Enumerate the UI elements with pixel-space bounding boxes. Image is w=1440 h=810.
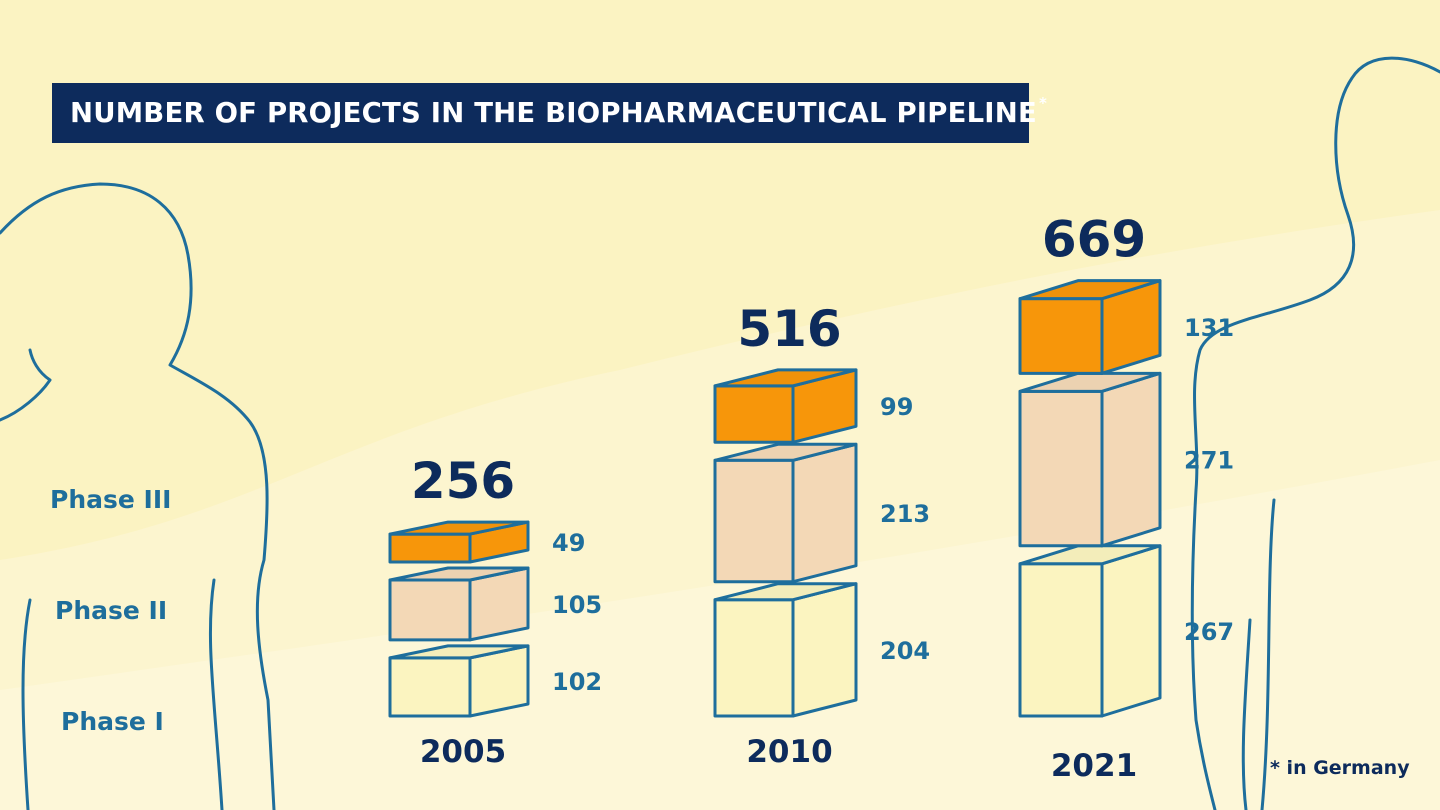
phase-label-1: Phase I bbox=[61, 707, 164, 736]
block-2021-phase-1-front bbox=[1018, 562, 1104, 718]
total-label-2010: 516 bbox=[737, 300, 841, 358]
value-label-2010-phase-1: 204 bbox=[880, 637, 930, 665]
block-2021-phase-1-top bbox=[1018, 544, 1162, 566]
woman-silhouette-outline bbox=[0, 182, 276, 810]
value-label-2005-phase-3: 49 bbox=[552, 529, 585, 557]
block-2010-phase-2-front bbox=[713, 458, 795, 584]
value-label-2005-phase-1: 102 bbox=[552, 668, 602, 696]
value-label-2021-phase-3: 131 bbox=[1184, 314, 1234, 342]
block-2021-phase-2-side bbox=[1100, 371, 1162, 548]
block-2010-phase-1-top bbox=[713, 582, 858, 602]
phase-label-3: Phase III bbox=[50, 485, 172, 514]
value-label-2010-phase-2: 213 bbox=[880, 500, 930, 528]
block-2005-phase-3-top bbox=[388, 520, 530, 536]
chart-title: NUMBER OF PROJECTS IN THE BIOPHARMACEUTI… bbox=[70, 97, 1037, 129]
value-label-2021-phase-2: 271 bbox=[1184, 447, 1234, 475]
block-2005-phase-1-top bbox=[388, 644, 530, 660]
value-label-2005-phase-2: 105 bbox=[552, 591, 602, 619]
block-2021-phase-2-top bbox=[1018, 371, 1162, 393]
title-footnote-marker: * bbox=[1038, 94, 1047, 112]
value-label-2021-phase-1: 267 bbox=[1184, 618, 1234, 646]
year-label-2010: 2010 bbox=[746, 734, 832, 770]
block-2010-phase-1-front bbox=[713, 598, 795, 718]
block-2021-phase-1-side bbox=[1100, 544, 1162, 718]
block-2021-phase-2-front bbox=[1018, 389, 1104, 548]
block-2005-phase-2-front bbox=[388, 578, 472, 642]
year-label-2005: 2005 bbox=[420, 734, 506, 770]
block-2005-phase-3-front bbox=[388, 532, 472, 564]
total-label-2021: 669 bbox=[1042, 211, 1146, 269]
phase-label-2: Phase II bbox=[55, 596, 168, 625]
chart-title-banner: NUMBER OF PROJECTS IN THE BIOPHARMACEUTI… bbox=[52, 83, 1047, 143]
block-2021-phase-3-top bbox=[1018, 279, 1162, 301]
value-label-2010-phase-3: 99 bbox=[880, 393, 913, 421]
man-silhouette-outline bbox=[1190, 56, 1440, 810]
year-label-2021: 2021 bbox=[1051, 748, 1137, 784]
block-2010-phase-1-side bbox=[791, 582, 858, 718]
block-2010-phase-2-top bbox=[713, 442, 858, 462]
block-2010-phase-2-side bbox=[791, 442, 858, 584]
block-2010-phase-3-front bbox=[713, 384, 795, 444]
footnote: * in Germany bbox=[1270, 757, 1410, 779]
block-2021-phase-3-front bbox=[1018, 297, 1104, 375]
block-2010-phase-3-top bbox=[713, 368, 858, 388]
block-2005-phase-2-top bbox=[388, 566, 530, 582]
total-label-2005: 256 bbox=[411, 452, 515, 510]
block-2005-phase-1-front bbox=[388, 656, 472, 718]
